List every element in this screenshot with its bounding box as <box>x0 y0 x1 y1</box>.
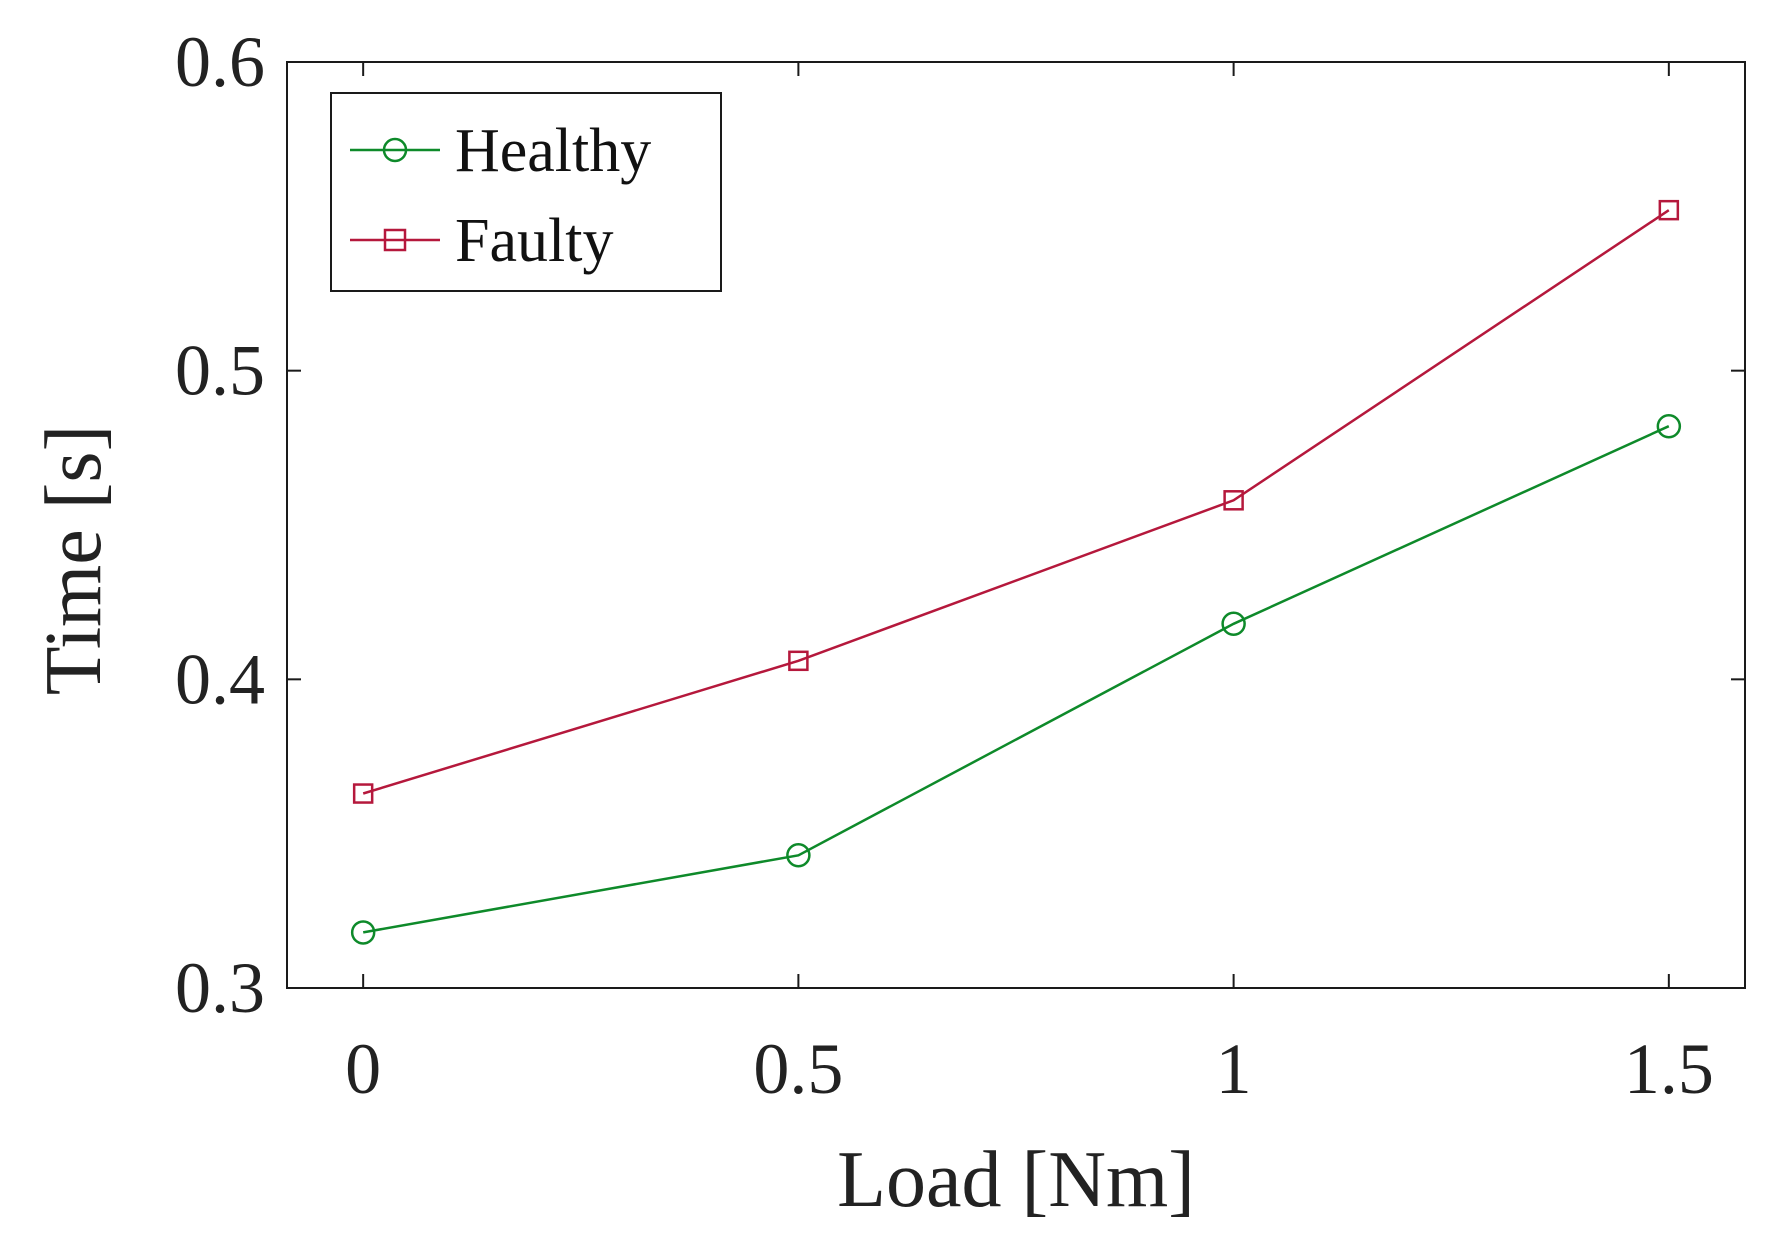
x-axis-title: Load [Nm] <box>837 1136 1195 1224</box>
data-point-healthy <box>350 920 376 945</box>
series-line-faulty <box>362 209 1670 795</box>
data-point-faulty <box>1658 199 1680 221</box>
data-point-healthy <box>786 843 811 868</box>
series-line-healthy <box>362 425 1670 934</box>
x-tick-label: 0.5 <box>753 1029 843 1109</box>
y-tick-label: 0.6 <box>175 22 265 102</box>
y-axis-title: Time [s] <box>30 425 118 695</box>
series-layer <box>350 199 1682 945</box>
y-tick-labels: 0.3 0.4 0.5 0.6 <box>175 22 265 1028</box>
x-tick-label: 1 <box>1216 1029 1252 1109</box>
y-tick-label: 0.5 <box>175 331 265 411</box>
data-point-faulty <box>1223 490 1244 511</box>
legend: Healthy Faulty <box>330 92 722 292</box>
x-tick-label: 0 <box>345 1029 381 1109</box>
legend-healthy-label: Healthy <box>455 117 651 185</box>
x-tick-labels: 0 0.5 1 1.5 <box>345 1029 1714 1109</box>
data-point-healthy <box>1656 413 1682 439</box>
x-tick-label: 1.5 <box>1624 1029 1714 1109</box>
data-point-healthy <box>1221 611 1246 637</box>
legend-faulty-label: Faulty <box>455 207 613 275</box>
data-point-faulty <box>788 650 809 672</box>
legend-box <box>330 92 722 292</box>
legend-healthy-marker <box>382 137 408 163</box>
axis-ticks <box>287 61 1745 989</box>
data-point-faulty <box>352 783 374 804</box>
y-tick-label: 0.3 <box>175 948 265 1028</box>
y-tick-label: 0.4 <box>175 639 265 719</box>
legend-faulty-marker <box>383 228 407 252</box>
